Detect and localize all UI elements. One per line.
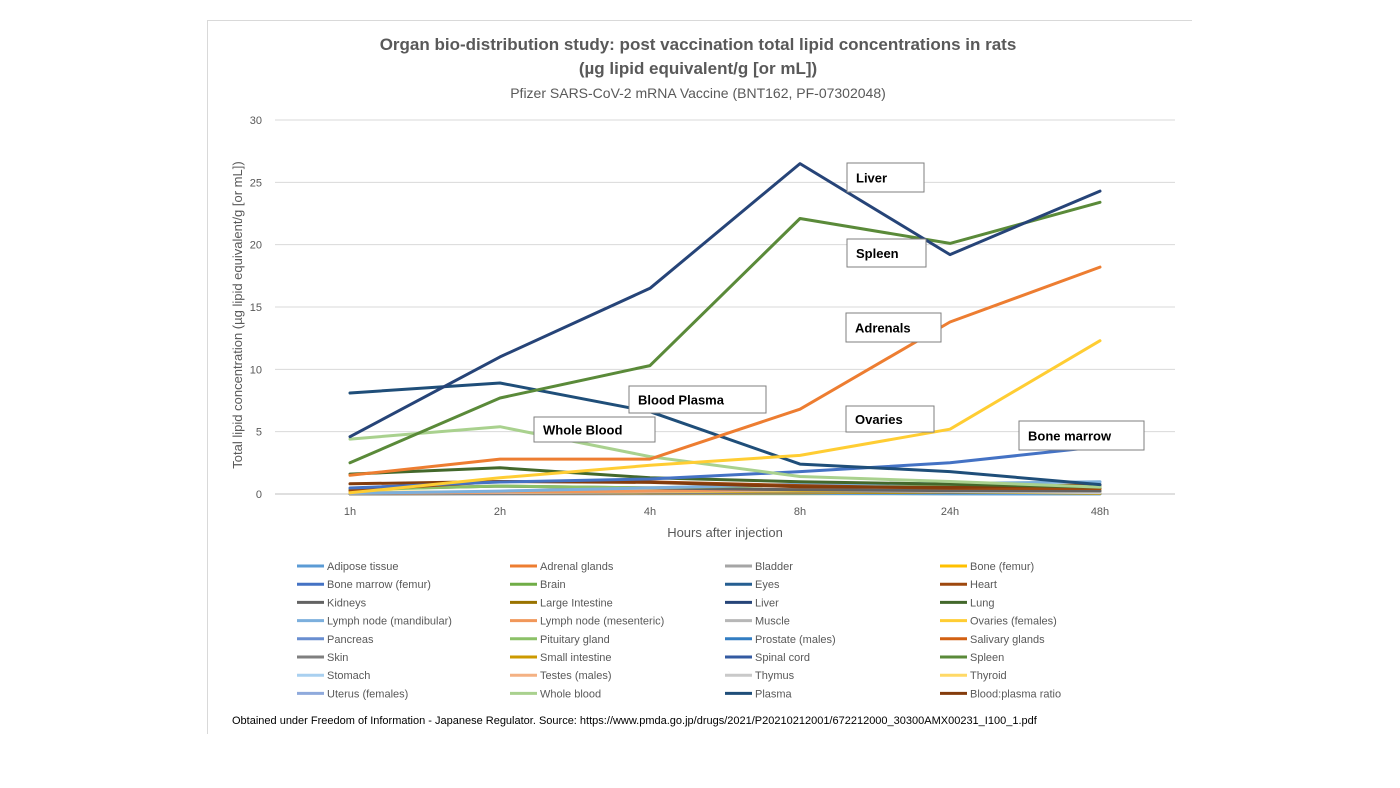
legend-label: Eyes [755, 579, 780, 591]
y-tick-label: 30 [250, 115, 262, 127]
legend-label: Ovaries (females) [970, 616, 1057, 628]
legend-label: Testes (males) [540, 670, 612, 682]
legend-label: Bladder [755, 561, 793, 573]
annotation-label: Spleen [856, 246, 899, 261]
series-line-spleen [348, 200, 1102, 465]
x-axis-label: Hours after injection [667, 525, 783, 540]
legend-label: Skin [327, 652, 348, 664]
legend-label: Lymph node (mesenteric) [540, 616, 664, 628]
series-line-whole-blood [348, 425, 1102, 489]
annotation-label: Adrenals [855, 321, 911, 336]
y-tick-label: 15 [250, 302, 262, 314]
legend-label: Lymph node (mandibular) [327, 616, 452, 628]
legend-label: Lung [970, 597, 994, 609]
chart-title-units: (µg lipid equivalent/g [or mL]) [579, 59, 817, 78]
y-tick-labels: 0 5 10 15 20 25 30 [250, 115, 262, 501]
annotation-label: Whole Blood [543, 423, 622, 438]
x-tick-labels: 1h 2h 4h 8h 24h 48h [344, 506, 1109, 518]
legend-label: Thyroid [970, 670, 1007, 682]
legend-label: Adrenal glands [540, 561, 614, 573]
annotation-box [846, 162, 925, 193]
legend-label: Pituitary gland [540, 634, 610, 646]
series-line-plasma [348, 381, 1102, 487]
legend-label: Spleen [970, 652, 1004, 664]
legend-label: Heart [970, 579, 997, 591]
x-tick-label: 8h [794, 506, 806, 518]
legend-label: Uterus (females) [327, 688, 408, 700]
annotation-box [533, 416, 656, 443]
footnote: Obtained under Freedom of Information - … [232, 715, 1038, 727]
series-line-ovaries-females [348, 339, 1102, 495]
legend-label: Small intestine [540, 652, 612, 664]
legend-label: Bone (femur) [970, 561, 1034, 573]
legend-label: Kidneys [327, 597, 367, 609]
annotation-box [628, 385, 767, 414]
legend-label: Adipose tissue [327, 561, 399, 573]
annotation-label: Ovaries [855, 412, 903, 427]
chart-frame-top-border [207, 20, 1192, 21]
legend-label: Large Intestine [540, 597, 613, 609]
y-axis-label: Total lipid concentration (µg lipid equi… [230, 161, 245, 468]
y-tick-label: 5 [256, 427, 262, 439]
legend-label: Stomach [327, 670, 370, 682]
y-tick-label: 10 [250, 364, 262, 376]
x-tick-label: 24h [941, 506, 959, 518]
annotation-box [1018, 420, 1145, 451]
annotation-label: Liver [856, 171, 887, 186]
legend-label: Liver [755, 597, 779, 609]
annotation-label: Bone marrow [1028, 429, 1112, 444]
legend-label: Thymus [755, 670, 795, 682]
series-lines [348, 162, 1102, 496]
legend-label: Plasma [755, 688, 793, 700]
legend-label: Brain [540, 579, 566, 591]
annotation-box [845, 312, 942, 343]
y-tick-label: 25 [250, 177, 262, 189]
annotation-label: Blood Plasma [638, 393, 725, 408]
chart-frame-left-border [207, 20, 208, 734]
series-line-adrenal-glands [348, 265, 1102, 477]
chart-title: Organ bio-distribution study: post vacci… [380, 35, 1017, 54]
legend-label: Pancreas [327, 634, 374, 646]
series-line-lung [348, 466, 1102, 489]
legend-label: Bone marrow (femur) [327, 579, 431, 591]
legend-label: Salivary glands [970, 634, 1045, 646]
legend-label: Prostate (males) [755, 634, 836, 646]
chart-subtitle: Pfizer SARS-CoV-2 mRNA Vaccine (BNT162, … [510, 85, 886, 101]
x-tick-label: 48h [1091, 506, 1109, 518]
series-line-bone-marrow-femur [348, 445, 1102, 490]
x-tick-label: 1h [344, 506, 356, 518]
legend-label: Whole blood [540, 688, 601, 700]
x-tick-label: 2h [494, 506, 506, 518]
annotation-box [845, 405, 935, 433]
legend-label: Muscle [755, 616, 790, 628]
annotation-box [846, 238, 927, 268]
y-tick-label: 20 [250, 240, 262, 252]
legend: Adipose tissue Adrenal glands Bladder Bone … [297, 561, 1061, 700]
annotation-boxes: Liver Spleen Adrenals Blood Plasma Ovaries Wh… [533, 162, 1145, 451]
legend-label: Spinal cord [755, 652, 810, 664]
y-tick-label: 0 [256, 489, 262, 501]
legend-label: Blood:plasma ratio [970, 688, 1061, 700]
series-line-liver [348, 162, 1102, 439]
x-tick-label: 4h [644, 506, 656, 518]
